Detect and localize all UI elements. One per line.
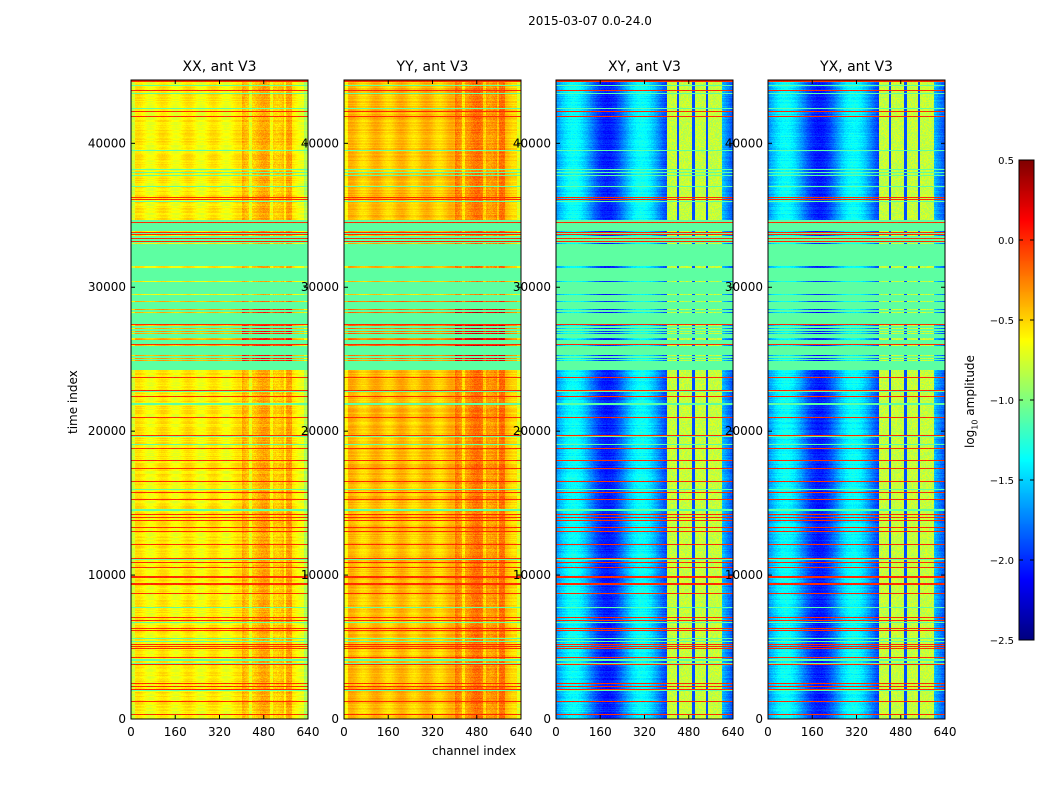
- x-tick-label: 480: [889, 725, 912, 739]
- figure-suptitle: 2015-03-07 0.0-24.0: [528, 14, 652, 28]
- y-tick-label: 20000: [725, 424, 763, 438]
- y-tick-label: 20000: [513, 424, 551, 438]
- panel-title-yx: YX, ant V3: [820, 59, 893, 75]
- x-tick-label: 320: [208, 725, 231, 739]
- y-tick-label: 40000: [301, 136, 339, 150]
- colorbar-label-log: log: [963, 429, 977, 448]
- colorbar-tick-label: −2.0: [990, 556, 1014, 567]
- y-tick-label: 0: [118, 712, 126, 726]
- x-axis-label: channel index: [432, 744, 517, 758]
- heatmap-xy: [556, 80, 733, 719]
- x-tick-label: 0: [127, 725, 135, 739]
- panel-title-xy: XY, ant V3: [608, 59, 681, 75]
- y-tick-label: 10000: [88, 568, 126, 582]
- x-tick-label: 640: [297, 725, 320, 739]
- colorbar-tick-label: 0.0: [998, 236, 1014, 247]
- x-tick-label: 320: [421, 725, 444, 739]
- colorbar-gradient: [1019, 160, 1034, 640]
- heatmap-yy: [344, 80, 521, 719]
- y-tick-label: 20000: [88, 424, 126, 438]
- colorbar-tick-label: −0.5: [990, 316, 1014, 327]
- y-tick-label: 0: [331, 712, 339, 726]
- x-tick-label: 0: [764, 725, 772, 739]
- y-tick-label: 30000: [725, 280, 763, 294]
- y-tick-label: 40000: [513, 136, 551, 150]
- heatmap-xx: [131, 80, 308, 719]
- y-tick-label: 10000: [513, 568, 551, 582]
- x-tick-label: 320: [633, 725, 656, 739]
- y-tick-label: 0: [543, 712, 551, 726]
- y-tick-label: 30000: [513, 280, 551, 294]
- y-tick-label: 40000: [725, 136, 763, 150]
- x-tick-label: 160: [164, 725, 187, 739]
- x-tick-label: 160: [589, 725, 612, 739]
- x-tick-label: 640: [722, 725, 745, 739]
- x-tick-label: 480: [252, 725, 275, 739]
- colorbar-tick-label: −2.5: [990, 636, 1014, 647]
- y-tick-label: 40000: [88, 136, 126, 150]
- y-tick-label: 10000: [301, 568, 339, 582]
- panel-title-yy: YY, ant V3: [396, 59, 469, 75]
- colorbar-tick-label: −1.0: [990, 396, 1014, 407]
- x-tick-label: 0: [552, 725, 560, 739]
- x-tick-label: 640: [510, 725, 533, 739]
- x-tick-label: 320: [845, 725, 868, 739]
- y-tick-label: 10000: [725, 568, 763, 582]
- panel-title-xx: XX, ant V3: [182, 59, 257, 75]
- y-tick-label: 30000: [301, 280, 339, 294]
- x-tick-label: 160: [377, 725, 400, 739]
- x-tick-label: 0: [340, 725, 348, 739]
- x-tick-label: 480: [677, 725, 700, 739]
- colorbar-label-amplitude: amplitude: [963, 355, 977, 420]
- x-tick-label: 160: [801, 725, 824, 739]
- heatmap-yx: [768, 80, 945, 719]
- colorbar-label-subscript: 10: [970, 419, 980, 430]
- colorbar-label: log10 amplitude: [963, 355, 979, 448]
- y-tick-label: 0: [755, 712, 763, 726]
- y-tick-label: 20000: [301, 424, 339, 438]
- colorbar-tick-label: −1.5: [990, 476, 1014, 487]
- colorbar-tick-label: 0.5: [998, 156, 1014, 167]
- y-tick-label: 30000: [88, 280, 126, 294]
- x-tick-label: 640: [934, 725, 957, 739]
- x-tick-label: 480: [465, 725, 488, 739]
